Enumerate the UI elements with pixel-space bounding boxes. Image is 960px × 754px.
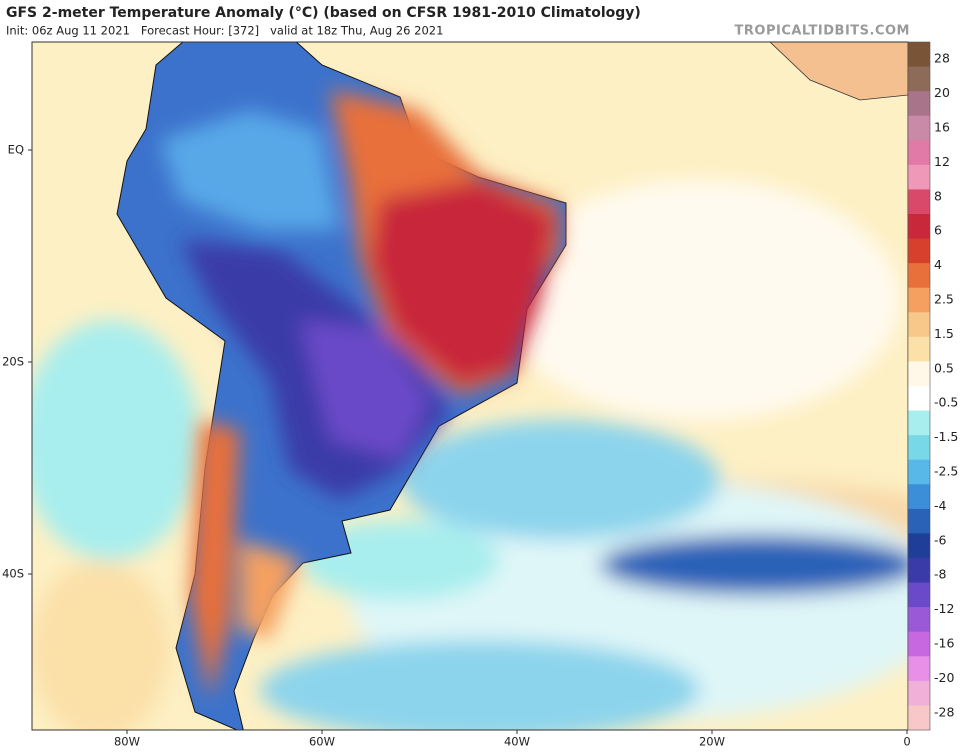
colorbar-swatch	[908, 336, 930, 362]
colorbar-swatch	[908, 631, 930, 657]
colorbar-swatch	[908, 91, 930, 117]
lon-label: 80W	[114, 735, 140, 749]
colorbar: 28 20 16 12 8 6 4 2.5 1.5 0.5 -0.5 -1.5 -2.5 -4 -6 -8 -1…	[907, 41, 958, 731]
lat-label: EQ	[8, 143, 24, 157]
colorbar-swatch	[908, 312, 930, 338]
colorbar-swatch	[908, 140, 930, 166]
lon-label: 0	[903, 735, 910, 749]
colorbar-swatch	[908, 115, 930, 141]
subtitle: Init: 06z Aug 11 2021 Forecast Hour: [37…	[6, 24, 443, 38]
colorbar-label: -8	[934, 567, 947, 582]
colorbar-swatch	[908, 558, 930, 584]
colorbar-swatch	[908, 435, 930, 461]
map-area	[32, 42, 908, 730]
colorbar-label: -1.5	[934, 429, 958, 444]
colorbar-swatch	[908, 533, 930, 559]
colorbar-swatch	[908, 42, 930, 68]
colorbar-label: -20	[934, 670, 954, 685]
colorbar-swatch	[908, 508, 930, 534]
africa-land	[769, 42, 908, 101]
colorbar-label: 12	[934, 154, 950, 169]
colorbar-label: -6	[934, 532, 947, 547]
colorbar-swatch	[908, 287, 930, 313]
colorbar-label: 1.5	[934, 326, 954, 341]
lon-label: 40W	[504, 735, 530, 749]
site-credit: TROPICALTIDBITS.COM	[735, 24, 910, 39]
colorbar-swatch	[908, 361, 930, 387]
map-axes: EQ 20S 40S 80W 60W 40W 20W 0	[2, 143, 911, 749]
colorbar-frame	[907, 41, 931, 731]
colorbar-swatch	[908, 214, 930, 240]
colorbar-swatch	[908, 164, 930, 190]
colorbar-label: 2.5	[934, 292, 954, 307]
colorbar-label: -2.5	[934, 464, 958, 479]
anomaly-field	[32, 180, 908, 730]
lat-label: 40S	[2, 567, 24, 581]
colorbar-swatch	[908, 656, 930, 682]
colorbar-label: 20	[934, 85, 950, 100]
colorbar-swatch	[908, 484, 930, 510]
colorbar-label: -12	[934, 601, 954, 616]
colorbar-swatch	[908, 386, 930, 412]
colorbar-swatch	[908, 189, 930, 215]
colorbar-swatch	[908, 582, 930, 608]
colorbar-swatch	[908, 263, 930, 289]
colorbar-label: 16	[934, 120, 950, 135]
colorbar-swatch	[908, 66, 930, 92]
lon-label: 20W	[699, 735, 725, 749]
colorbar-swatch	[908, 459, 930, 485]
colorbar-swatch	[908, 607, 930, 633]
lat-label: 20S	[2, 355, 24, 369]
colorbar-swatch	[908, 410, 930, 436]
colorbar-swatch	[908, 680, 930, 706]
land-anomaly	[160, 90, 560, 700]
colorbar-label: 0.5	[934, 360, 954, 375]
lon-label: 60W	[309, 735, 335, 749]
colorbar-label: -16	[934, 636, 954, 651]
colorbar-label: 8	[934, 188, 942, 203]
colorbar-label: -0.5	[934, 395, 958, 410]
colorbar-label: 28	[934, 51, 950, 66]
colorbar-label: 4	[934, 257, 942, 272]
colorbar-swatch	[908, 705, 930, 731]
colorbar-label: -4	[934, 498, 947, 513]
title: GFS 2-meter Temperature Anomaly (°C) (ba…	[6, 5, 641, 21]
colorbar-label: -28	[934, 704, 954, 719]
colorbar-label: 6	[934, 223, 942, 238]
colorbar-swatch	[908, 238, 930, 264]
